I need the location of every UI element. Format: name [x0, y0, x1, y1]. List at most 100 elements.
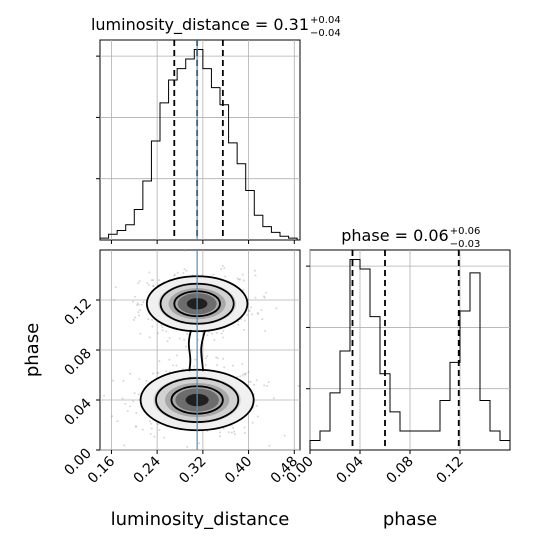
bl-sample-point — [263, 295, 266, 298]
bl-sample-point — [137, 303, 140, 306]
bl-sample-point — [222, 357, 225, 360]
bl-sample-point — [178, 337, 181, 340]
bl-x-axis-label: luminosity_distance — [111, 509, 290, 530]
bl-y-ticks: 0.000.040.080.12 — [61, 296, 100, 479]
bl-sample-point — [158, 429, 161, 432]
bl-sample-point — [257, 312, 260, 315]
bl-sample-point — [122, 379, 125, 382]
bl-sample-point — [148, 420, 151, 423]
bl-sample-point — [123, 444, 126, 447]
bl-sample-point — [168, 337, 171, 340]
bl-sample-point — [183, 268, 186, 271]
bl-x-tick-label: 0.24 — [131, 453, 164, 486]
bl-sample-point — [165, 330, 168, 333]
bl-sample-point — [221, 336, 224, 339]
bl-sample-point — [261, 318, 264, 321]
bl-sample-point — [185, 269, 188, 272]
bl-sample-point — [224, 275, 227, 278]
bl-sample-point — [163, 436, 166, 439]
bl-sample-point — [134, 295, 137, 298]
bl-sample-point — [150, 422, 153, 425]
bl-sample-point — [124, 402, 127, 405]
bl-sample-point — [218, 435, 221, 438]
bl-sample-point — [221, 264, 224, 267]
bl-sample-point — [216, 357, 219, 360]
bl-sample-point — [263, 384, 266, 387]
bl-sample-point — [142, 301, 145, 304]
bl-sample-point — [213, 339, 216, 342]
bl-sample-point — [260, 309, 263, 312]
bl-sample-point — [243, 319, 246, 322]
bl-sample-point — [227, 431, 230, 434]
bl-sample-point — [158, 360, 161, 363]
bl-contour-bridge-left — [187, 329, 193, 372]
bl-sample-point — [161, 326, 164, 329]
bl-y-tick-label: 0.12 — [61, 296, 94, 329]
bl-sample-point — [231, 364, 234, 367]
bl-sample-point — [131, 300, 134, 303]
bl-sample-point — [156, 332, 159, 335]
bl-sample-point — [204, 357, 207, 360]
bl-sample-point — [236, 277, 239, 280]
br-x-tick-label: 0.12 — [433, 454, 466, 487]
bl-sample-point — [206, 334, 209, 337]
bl-sample-point — [242, 288, 245, 291]
bl-sample-point — [149, 432, 152, 435]
bl-sample-point — [175, 354, 178, 357]
bl-sample-point — [183, 338, 186, 341]
br-title-main: phase = 0.06 — [341, 226, 448, 245]
bl-sample-point — [223, 267, 226, 270]
bl-sample-point — [146, 282, 149, 285]
bl-sample-point — [116, 420, 119, 423]
bl-sample-point — [103, 394, 106, 397]
bl-sample-point — [248, 309, 251, 312]
bl-sample-point — [172, 364, 175, 367]
bl-sample-point — [198, 442, 201, 445]
bl-sample-point — [152, 285, 155, 288]
bl-sample-point — [139, 332, 142, 335]
bl-sample-point — [193, 365, 196, 368]
bl-sample-point — [268, 444, 271, 447]
bl-sample-point — [243, 431, 246, 434]
bl-sample-point — [168, 358, 171, 361]
bl-sample-point — [256, 311, 259, 314]
bl-sample-point — [186, 333, 189, 336]
bl-sample-point — [148, 271, 151, 274]
bl-sample-point — [150, 279, 153, 282]
bl-sample-point — [222, 329, 225, 332]
bl-x-ticks: 0.16 0.24 0.32 0.40 0.48 — [85, 450, 301, 487]
bl-sample-point — [138, 377, 141, 380]
bl-sample-point — [264, 330, 267, 333]
bl-sample-point — [136, 302, 139, 305]
bl-sample-point — [255, 379, 258, 382]
tl-frame — [99, 39, 301, 241]
bl-sample-point — [243, 372, 246, 375]
bl-sample-point — [241, 273, 244, 276]
joint-contour-panel: 0.16 0.24 0.32 0.40 0.48 0.000.040.080.12 lu… — [22, 249, 301, 530]
bl-sample-point — [176, 271, 179, 274]
bl-sample-point — [244, 372, 247, 375]
tl-title-main: luminosity_distance = 0.31 — [91, 15, 309, 35]
bl-sample-point — [141, 428, 144, 431]
bl-sample-point — [152, 372, 155, 375]
bl-sample-point — [136, 304, 139, 307]
bl-sample-point — [148, 336, 151, 339]
bl-sample-point — [137, 311, 140, 314]
phase-histogram-panel: 0.00 0.04 0.08 0.12 phase = 0.06 +0.06 −0.0… — [283, 226, 511, 530]
tl-title-sup: +0.04 — [310, 15, 341, 26]
bl-sample-point — [132, 400, 135, 403]
bl-sample-point — [208, 331, 211, 334]
bl-sample-point — [253, 269, 256, 272]
bl-sample-point — [272, 397, 275, 400]
br-x-tick-label: 0.04 — [333, 453, 366, 486]
bl-sample-point — [222, 427, 225, 430]
bl-sample-point — [239, 278, 242, 281]
bl-sample-point — [152, 278, 155, 281]
bl-sample-point — [219, 431, 222, 434]
bl-sample-point — [158, 279, 161, 282]
bl-sample-point — [242, 279, 245, 282]
bl-sample-point — [204, 364, 207, 367]
bl-y-tick-label: 0.08 — [61, 346, 94, 379]
bl-sample-point — [216, 364, 219, 367]
bl-sample-point — [212, 273, 215, 276]
